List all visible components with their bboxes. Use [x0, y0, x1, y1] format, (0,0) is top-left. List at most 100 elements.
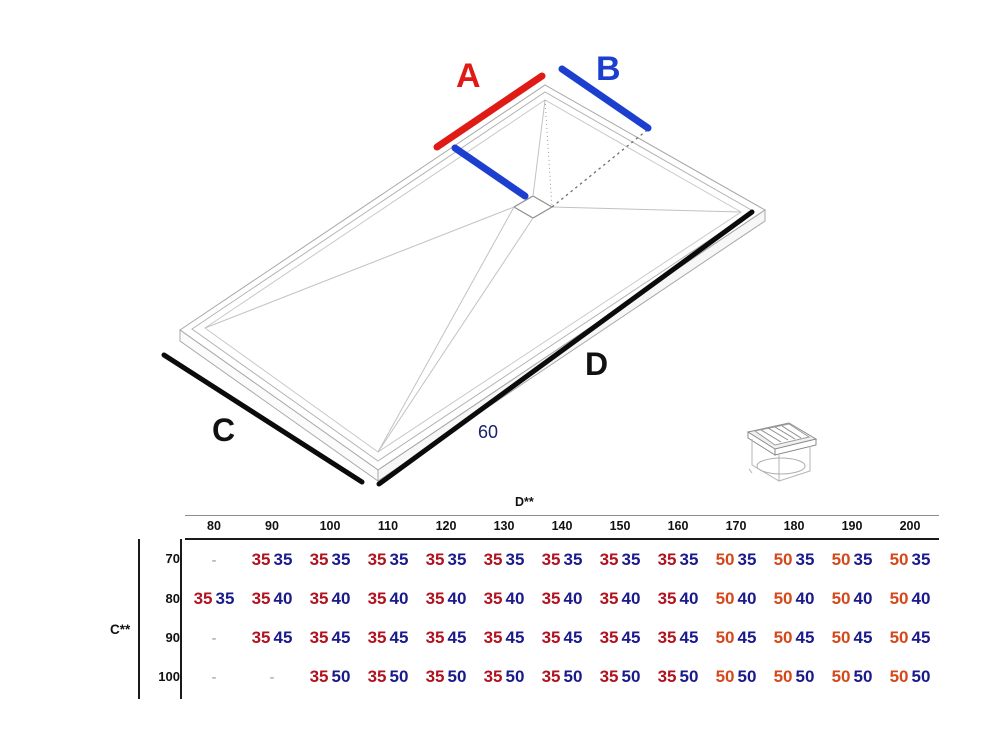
cell-value-a: 35	[309, 549, 329, 569]
cell-value-a: 35	[657, 549, 677, 569]
table-cell: 35 45	[301, 618, 359, 657]
col-header: 200	[881, 515, 939, 540]
cell-value-b: 40	[447, 588, 467, 608]
col-header: 130	[475, 515, 533, 540]
cell-value-b: 35	[853, 549, 873, 569]
table-cell: 35 50	[475, 657, 533, 696]
cell-value-b: 45	[273, 627, 293, 647]
cell-value-a: 35	[251, 627, 271, 647]
table-cell: -	[185, 618, 243, 657]
table-cell: 50 40	[707, 579, 765, 618]
cell-value-a: 35	[657, 627, 677, 647]
cell-empty-dash: -	[211, 668, 217, 686]
cell-value-a: 35	[309, 666, 329, 686]
table-cell: 50 40	[765, 579, 823, 618]
label-b: B	[596, 50, 621, 88]
cell-value-a: 50	[715, 627, 735, 647]
cell-value-a: 50	[715, 666, 735, 686]
cell-value-b: 35	[679, 549, 699, 569]
cell-value-b: 45	[679, 627, 699, 647]
cell-value-a: 50	[831, 666, 851, 686]
row-axis-label: C**	[110, 622, 131, 637]
dimension-marker-b-lower	[451, 144, 529, 200]
cell-value-a: 35	[309, 588, 329, 608]
table-inner-rule	[180, 539, 182, 699]
dimension-line-d	[376, 209, 755, 487]
table-cell: 35 35	[475, 539, 533, 579]
cell-value-a: 35	[541, 588, 561, 608]
cell-value-b: 50	[853, 666, 873, 686]
table-cell: 35 35	[185, 579, 243, 618]
cell-value-b: 40	[273, 588, 293, 608]
cell-value-b: 50	[679, 666, 699, 686]
cell-value-b: 35	[505, 549, 525, 569]
cell-value-b: 40	[563, 588, 583, 608]
cell-value-b: 40	[505, 588, 525, 608]
cell-value-b: 45	[621, 627, 641, 647]
cell-value-b: 45	[737, 627, 757, 647]
cell-value-b: 40	[331, 588, 351, 608]
column-axis-label: D**	[515, 495, 534, 509]
col-header: 150	[591, 515, 649, 540]
col-header: 160	[649, 515, 707, 540]
table-cell: 50 45	[881, 618, 939, 657]
cell-value-a: 35	[251, 549, 271, 569]
table-row: -35 45 35 45 35 45 35 45 35 45 35 45 35 45 35 45 50 45 50 4…	[185, 618, 939, 657]
table-cell: 50 45	[707, 618, 765, 657]
table-cell: 35 40	[649, 579, 707, 618]
dimension-table-region: D** C** 80 90 100 110 120 130 140 150 16…	[0, 493, 993, 744]
drain-grate-detail-icon	[746, 422, 818, 482]
cell-value-b: 50	[621, 666, 641, 686]
cell-value-b: 50	[737, 666, 757, 686]
cell-value-a: 50	[889, 549, 909, 569]
cell-empty-dash: -	[269, 668, 275, 686]
col-header: 100	[301, 515, 359, 540]
col-header: 140	[533, 515, 591, 540]
cell-value-b: 45	[853, 627, 873, 647]
cell-value-b: 45	[389, 627, 409, 647]
table-cell: 35 35	[533, 539, 591, 579]
table-cell: 35 40	[301, 579, 359, 618]
label-d: D	[585, 346, 609, 382]
cell-value-b: 45	[795, 627, 815, 647]
cell-value-a: 50	[889, 627, 909, 647]
cell-value-b: 40	[737, 588, 757, 608]
table-left-rule	[138, 539, 140, 699]
cell-value-a: 50	[773, 666, 793, 686]
table-cell: 50 35	[823, 539, 881, 579]
cell-value-a: 50	[831, 627, 851, 647]
cell-value-b: 40	[911, 588, 931, 608]
cell-value-a: 35	[425, 549, 445, 569]
cell-value-a: 35	[541, 627, 561, 647]
table-cell: -	[185, 539, 243, 579]
cell-value-a: 35	[251, 588, 271, 608]
cell-value-b: 35	[389, 549, 409, 569]
cell-value-a: 35	[599, 549, 619, 569]
cell-value-b: 35	[621, 549, 641, 569]
col-header: 90	[243, 515, 301, 540]
table-cell: 35 50	[417, 657, 475, 696]
table-cell: 50 40	[881, 579, 939, 618]
cell-value-a: 50	[773, 588, 793, 608]
table-cell: 50 45	[823, 618, 881, 657]
cell-value-a: 35	[309, 627, 329, 647]
cell-value-a: 50	[715, 588, 735, 608]
cell-value-a: 35	[367, 588, 387, 608]
cell-value-b: 50	[331, 666, 351, 686]
cell-value-a: 35	[483, 549, 503, 569]
table-cell: 35 35	[359, 539, 417, 579]
isometric-shower-tray-drawing: A B C D 60	[161, 50, 818, 487]
cell-value-a: 35	[425, 666, 445, 686]
table-cell: 35 35	[591, 539, 649, 579]
col-header: 190	[823, 515, 881, 540]
cell-value-b: 35	[795, 549, 815, 569]
table-cell: 35 45	[533, 618, 591, 657]
cell-value-a: 35	[483, 627, 503, 647]
table-cell: -	[185, 657, 243, 696]
table-cell: 35 40	[591, 579, 649, 618]
label-a: A	[456, 57, 481, 95]
cell-value-b: 40	[679, 588, 699, 608]
col-header: 180	[765, 515, 823, 540]
cell-value-a: 35	[483, 588, 503, 608]
cell-value-a: 35	[657, 588, 677, 608]
